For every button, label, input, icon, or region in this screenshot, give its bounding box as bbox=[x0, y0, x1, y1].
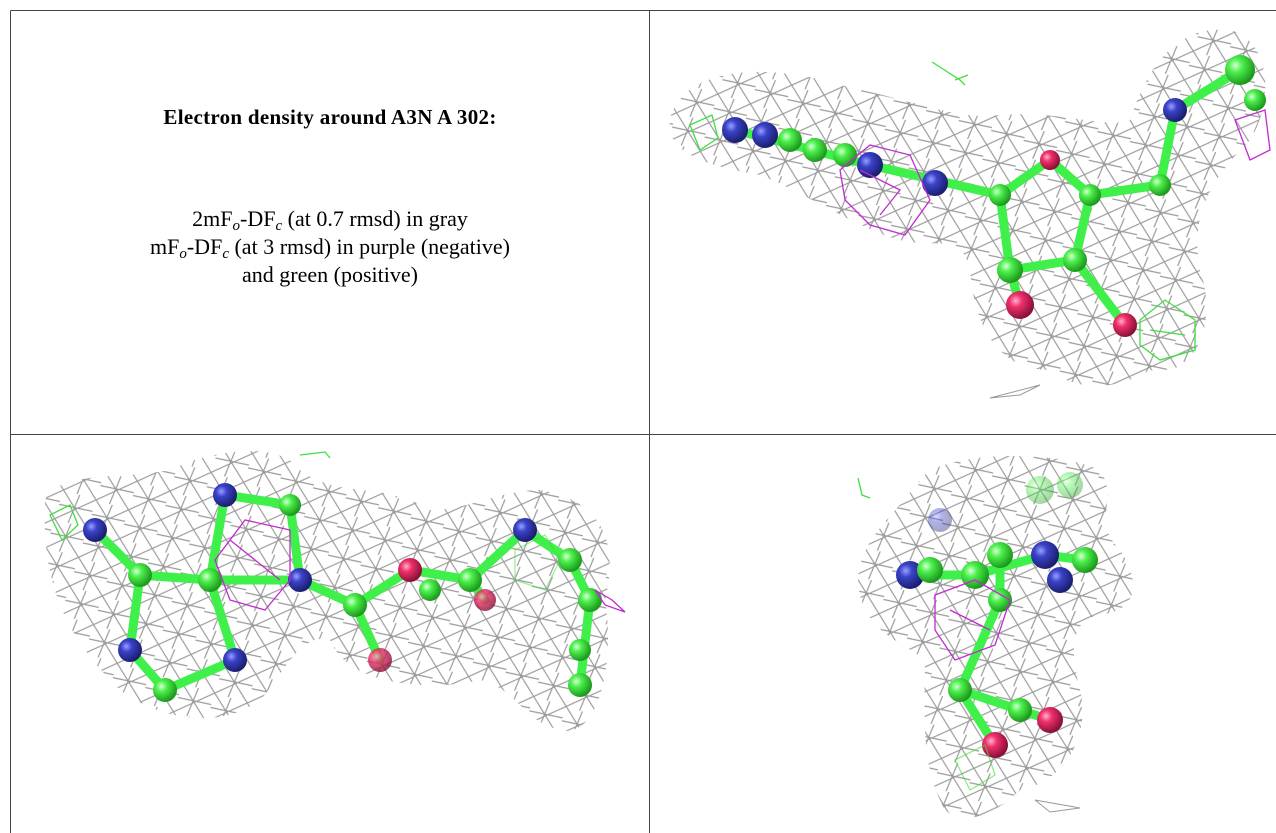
caption-text: mF bbox=[150, 234, 180, 259]
caption-text: 2mF bbox=[192, 206, 233, 231]
subscript: c bbox=[222, 246, 229, 262]
caption-line: and green (positive) bbox=[11, 261, 649, 289]
caption-line: 2mFo-DFc (at 0.7 rmsd) in gray bbox=[11, 205, 649, 234]
caption-text: -DF bbox=[186, 234, 223, 259]
caption-text: (at 3 rmsd) in purple (negative) bbox=[228, 234, 510, 259]
subscript: o bbox=[179, 246, 187, 262]
table-rules bbox=[10, 10, 1276, 833]
caption-text: -DF bbox=[240, 206, 276, 231]
caption-text: (at 0.7 rmsd) in gray bbox=[282, 206, 468, 231]
caption-title: Electron density around A3N A 302: bbox=[163, 105, 497, 129]
subscript: o bbox=[232, 218, 241, 234]
density-view-side bbox=[44, 451, 626, 731]
density-view-top bbox=[669, 29, 1271, 399]
caption-text: and green (positive) bbox=[242, 262, 418, 287]
subscript: c bbox=[275, 218, 283, 234]
caption-line: mFo-DFc (at 3 rmsd) in purple (negative) bbox=[11, 233, 649, 262]
density-view-end bbox=[857, 456, 1134, 819]
caption: Electron density around A3N A 302: 2mFo-… bbox=[11, 11, 649, 434]
caption-lines: 2mFo-DFc (at 0.7 rmsd) in gray mFo-DFc (a… bbox=[11, 205, 649, 289]
